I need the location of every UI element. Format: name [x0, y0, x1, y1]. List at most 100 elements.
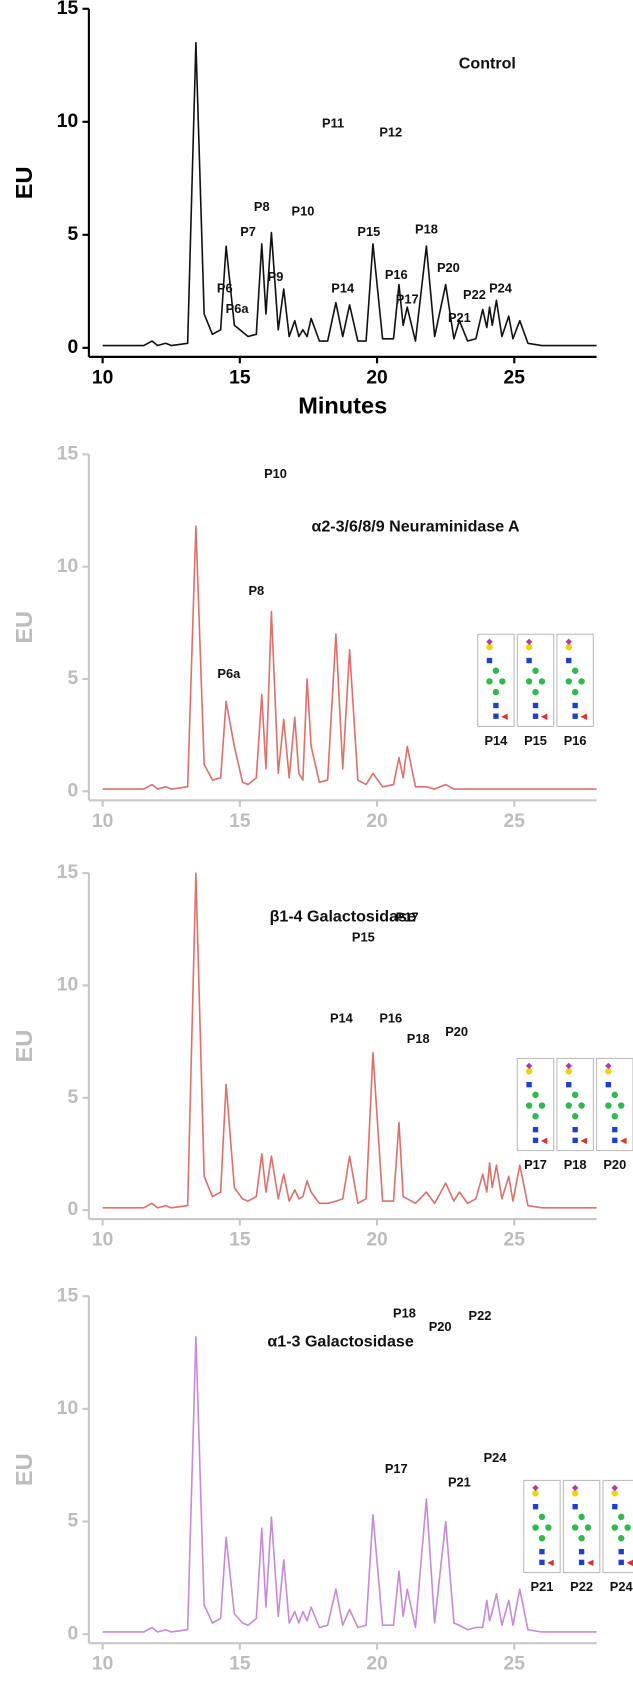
y-tick-label: 15: [57, 862, 79, 883]
y-tick-label: 0: [67, 337, 78, 358]
glycan-glcnac: [566, 1081, 572, 1088]
peak-label: P22: [469, 1308, 492, 1323]
glycan-man: [611, 1113, 619, 1120]
glycan-man: [499, 678, 506, 685]
peak-label: P10: [292, 204, 315, 219]
glycan-box: [556, 633, 594, 727]
peak-label: P16: [379, 1011, 402, 1026]
glycan-man: [492, 667, 500, 674]
glycan-gal: [539, 1559, 545, 1566]
glycan-man: [605, 1102, 612, 1109]
glycan-gal: [618, 1548, 624, 1555]
y-tick-label: 5: [67, 668, 78, 689]
glycan-fuc: [501, 713, 508, 720]
y-tick-label: 10: [57, 1398, 78, 1419]
peak-label: P12: [379, 124, 402, 139]
glycan-fuc: [626, 1559, 633, 1567]
x-tick-label: 25: [504, 811, 526, 832]
peak-label: P10: [264, 466, 287, 481]
peak-label: P11: [322, 115, 344, 130]
glycan-galactose: [486, 643, 493, 651]
peak-label: P17: [385, 1461, 408, 1476]
glycan-gal: [578, 1548, 585, 1555]
y-tick-label: 5: [67, 1511, 78, 1532]
x-axis-label: Minutes: [298, 392, 387, 418]
glycan-sia: [532, 1484, 539, 1492]
peak-label: P18: [393, 1306, 416, 1321]
y-tick-label: 5: [67, 1087, 78, 1108]
x-tick-label: 20: [366, 1654, 387, 1675]
glycan-gal: [493, 713, 499, 719]
chromatogram-line: [102, 41, 597, 347]
glycan-man: [532, 1091, 539, 1099]
glycan-glcnac: [605, 1081, 612, 1088]
glycan-sia: [611, 1484, 619, 1492]
y-tick-label: 15: [57, 1285, 79, 1306]
glycan-man: [486, 678, 493, 685]
y-tick-label: 10: [57, 975, 78, 996]
glycan-man: [532, 1113, 539, 1120]
x-tick-label: 15: [229, 1230, 251, 1251]
panel-title: α1-3 Galactosidase: [267, 1333, 413, 1351]
peak-label: P16: [385, 267, 408, 282]
glycan-man: [571, 688, 579, 696]
peak-label: P22: [463, 287, 486, 302]
chromatogram-line: [102, 525, 597, 790]
peak-label: P14: [331, 280, 355, 295]
peak-label: P9: [268, 269, 284, 284]
x-tick-label: 20: [366, 367, 387, 388]
y-tick-label: 10: [57, 556, 78, 577]
glycan-gal: [539, 1548, 545, 1555]
peak-label: P20: [437, 260, 460, 275]
glycan-man: [578, 1102, 585, 1109]
glycan-man: [624, 1524, 631, 1531]
peak-label: P20: [429, 1319, 452, 1334]
y-tick-label: 15: [57, 0, 79, 19]
glycan-glcnac: [572, 1503, 578, 1510]
chromatogram-line: [102, 872, 597, 1209]
peak-label: P24: [489, 280, 513, 295]
peak-label: P8: [254, 199, 270, 214]
glycan-gal: [578, 1559, 585, 1566]
glycan-gal: [572, 1137, 578, 1144]
panel-title: α2-3/6/8/9 Neuraminidase A: [311, 517, 520, 535]
glycan-man: [525, 1102, 533, 1109]
glycan-man: [565, 1102, 572, 1109]
peak-label: P6a: [217, 666, 241, 681]
glycan-man: [492, 688, 500, 696]
glycan-galactose: [565, 1068, 572, 1075]
glycan-glcnac: [486, 657, 493, 664]
glycan-galactose: [605, 1068, 612, 1075]
panel-title: Control: [459, 55, 516, 73]
y-axis-label: EU: [11, 611, 37, 644]
glycan-box: [523, 1479, 561, 1574]
y-tick-label: 5: [67, 224, 78, 245]
y-tick-label: 0: [67, 780, 78, 801]
glycan-glcnac: [532, 1503, 539, 1510]
glycan-man: [532, 667, 539, 674]
x-tick-label: 10: [92, 1230, 113, 1251]
glycan-man: [525, 678, 533, 685]
glycan-man: [578, 678, 585, 685]
glycan-man: [538, 1102, 546, 1109]
glycan-box: [477, 633, 515, 727]
glycan-label: P22: [570, 1579, 593, 1594]
glycan-glcnac: [526, 1081, 532, 1088]
peak-label: P6: [217, 280, 233, 295]
glycan-box: [562, 1479, 601, 1574]
x-tick-label: 20: [366, 811, 387, 832]
peak-label: P21: [448, 1475, 471, 1490]
glycan-man: [538, 1513, 546, 1521]
glycan-man: [532, 1524, 539, 1531]
peak-label: P15: [352, 930, 375, 945]
glycan-galactose: [525, 643, 533, 651]
glycan-label: P16: [564, 733, 587, 748]
glycan-man: [618, 1102, 625, 1109]
glycan-man: [571, 1524, 579, 1531]
glycan-gal: [572, 713, 578, 719]
glycan-man: [611, 1091, 619, 1099]
glycan-sia: [525, 638, 533, 645]
glycan-fuc: [540, 713, 548, 720]
x-tick-label: 10: [92, 811, 113, 832]
